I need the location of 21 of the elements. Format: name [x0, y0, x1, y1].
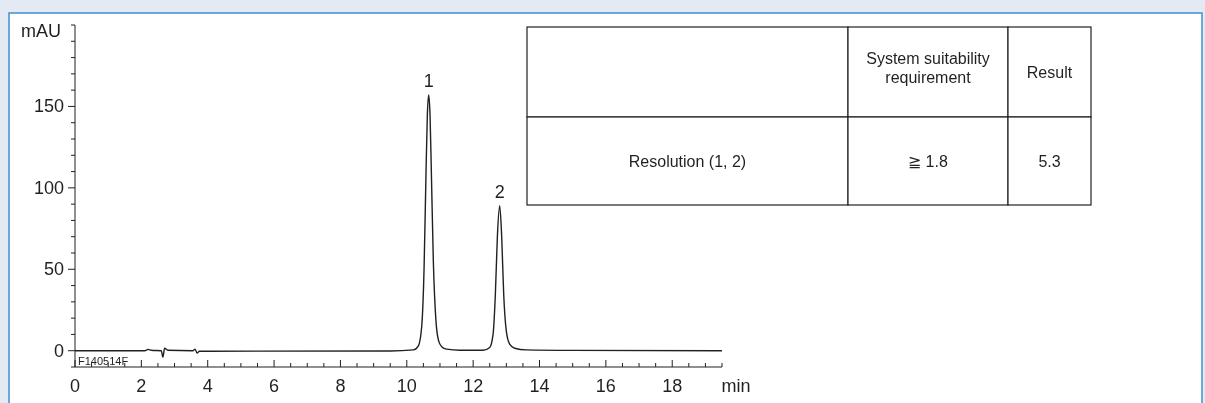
x-tick-label: 4: [202, 376, 213, 396]
x-tick-label: 12: [463, 376, 484, 396]
annotation: 2: [494, 181, 505, 202]
y-tick-label: 100: [33, 177, 64, 198]
y-tick-label: 150: [33, 96, 64, 117]
x-tick-label: 18: [662, 376, 683, 396]
x-tick-label: 2: [136, 376, 147, 396]
x-tick-label: 0: [69, 376, 81, 396]
x-tick-label: 8: [335, 376, 346, 396]
y-tick-label: 50: [43, 259, 64, 280]
x-tick-label: 10: [396, 376, 417, 396]
y-axis-title: mAU: [21, 21, 61, 41]
x-tick-label: 16: [595, 376, 616, 396]
y-tick-label: 0: [53, 340, 64, 361]
x-tick-label: 14: [529, 376, 550, 396]
x-tick-label: 6: [269, 376, 280, 396]
annotation: Resolution (1, 2): [628, 153, 747, 170]
annotation: 1: [423, 71, 434, 92]
results-table: System suitability requirement Result Resolution (1, 2) ≧ 1.8 5.3: [526, 26, 1092, 206]
x-axis-title: min: [721, 376, 751, 396]
annotation: F140514F: [78, 355, 129, 367]
